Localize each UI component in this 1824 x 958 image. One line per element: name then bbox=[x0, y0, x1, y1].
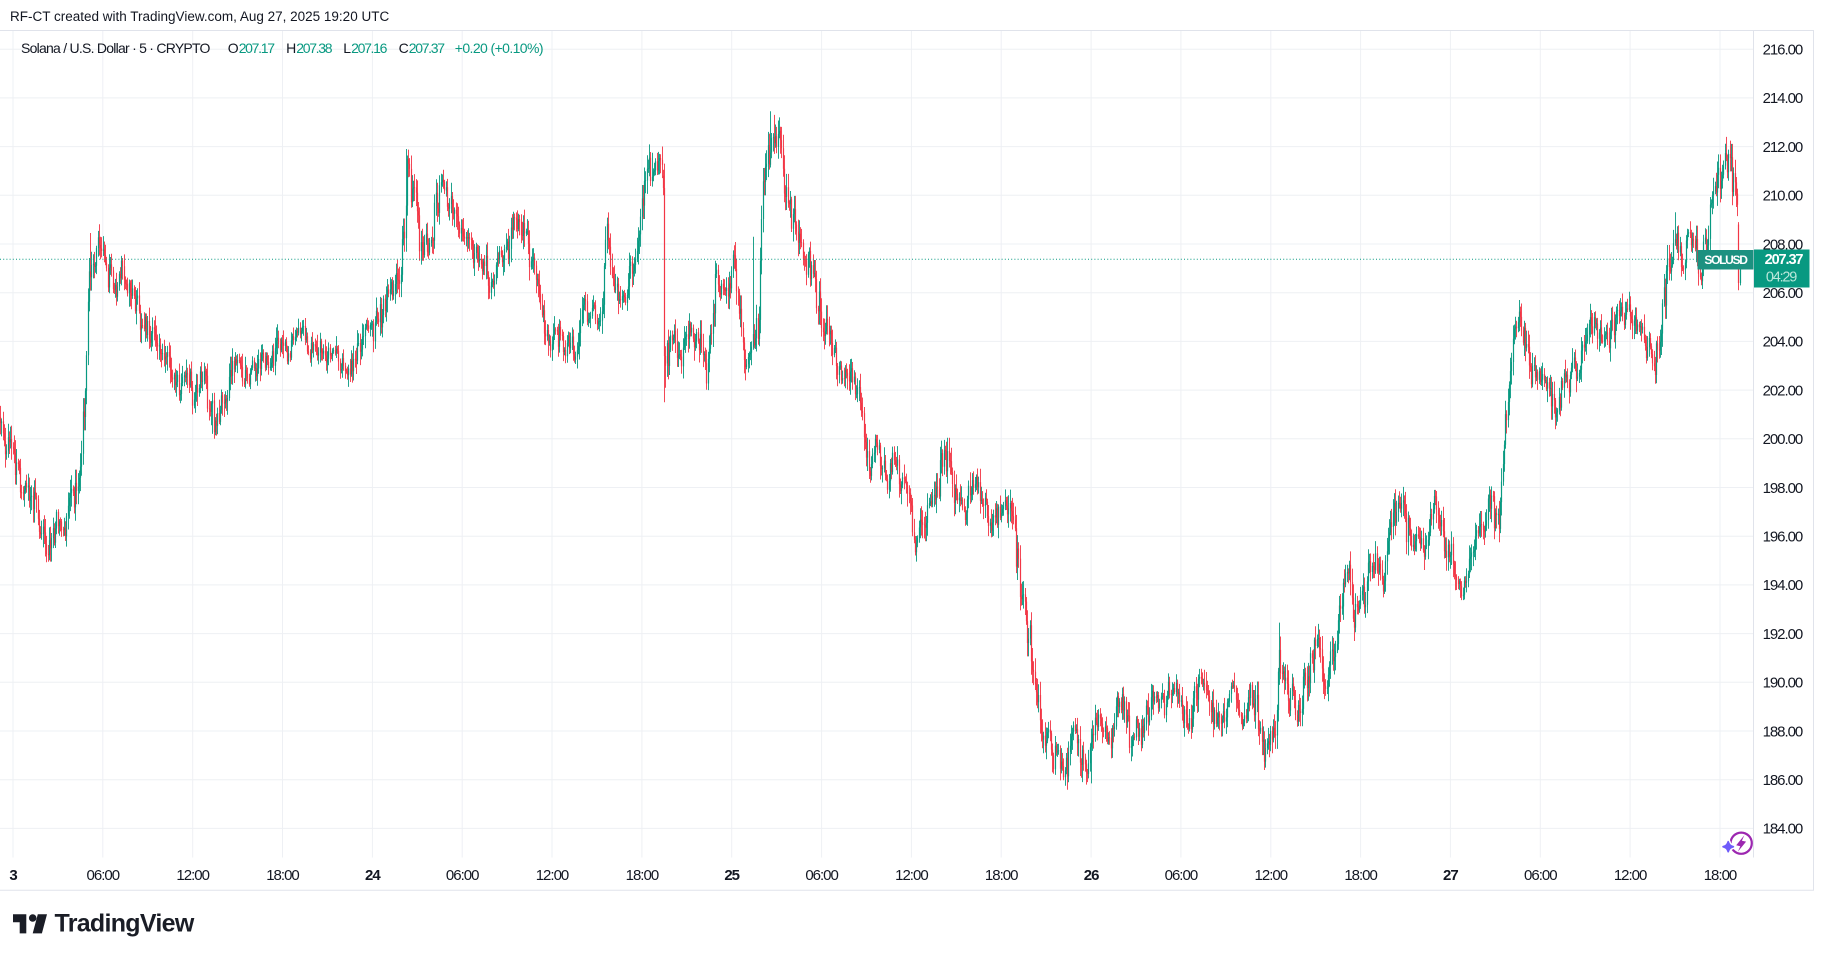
svg-text:196.00: 196.00 bbox=[1763, 529, 1803, 546]
svg-text:18:00: 18:00 bbox=[985, 867, 1018, 884]
svg-text:27: 27 bbox=[1443, 867, 1458, 884]
svg-text:18:00: 18:00 bbox=[266, 867, 299, 884]
svg-text:208.00: 208.00 bbox=[1763, 236, 1803, 253]
svg-text:216.00: 216.00 bbox=[1763, 42, 1803, 59]
svg-text:186.00: 186.00 bbox=[1763, 772, 1803, 789]
svg-text:12:00: 12:00 bbox=[895, 867, 928, 884]
svg-text:SOLUSD: SOLUSD bbox=[1704, 253, 1748, 267]
svg-text:184.00: 184.00 bbox=[1763, 821, 1803, 838]
svg-text:212.00: 212.00 bbox=[1763, 139, 1803, 156]
svg-text:202.00: 202.00 bbox=[1763, 382, 1803, 399]
svg-text:194.00: 194.00 bbox=[1763, 577, 1803, 594]
svg-text:204.00: 204.00 bbox=[1763, 334, 1803, 351]
svg-text:06:00: 06:00 bbox=[805, 867, 838, 884]
svg-text:206.00: 206.00 bbox=[1763, 285, 1803, 302]
svg-text:210.00: 210.00 bbox=[1763, 188, 1803, 205]
svg-text:12:00: 12:00 bbox=[536, 867, 569, 884]
svg-text:06:00: 06:00 bbox=[87, 867, 120, 884]
svg-text:12:00: 12:00 bbox=[1614, 867, 1647, 884]
svg-text:18:00: 18:00 bbox=[1344, 867, 1377, 884]
svg-text:06:00: 06:00 bbox=[1524, 867, 1557, 884]
svg-text:04:29: 04:29 bbox=[1766, 269, 1797, 285]
svg-text:TradingView: TradingView bbox=[55, 910, 195, 938]
svg-text:18:00: 18:00 bbox=[626, 867, 659, 884]
svg-text:25: 25 bbox=[724, 867, 739, 884]
svg-text:18:00: 18:00 bbox=[1704, 867, 1737, 884]
svg-text:12:00: 12:00 bbox=[176, 867, 209, 884]
svg-text:06:00: 06:00 bbox=[1165, 867, 1198, 884]
svg-text:06:00: 06:00 bbox=[446, 867, 479, 884]
svg-text:198.00: 198.00 bbox=[1763, 480, 1803, 497]
svg-text:207.37: 207.37 bbox=[1765, 252, 1804, 268]
svg-text:192.00: 192.00 bbox=[1763, 626, 1803, 643]
svg-text:26: 26 bbox=[1084, 867, 1099, 884]
svg-text:190.00: 190.00 bbox=[1763, 675, 1803, 692]
svg-text:188.00: 188.00 bbox=[1763, 723, 1803, 740]
svg-text:24: 24 bbox=[365, 867, 381, 884]
svg-text:3: 3 bbox=[9, 867, 17, 884]
svg-text:12:00: 12:00 bbox=[1255, 867, 1288, 884]
svg-text:200.00: 200.00 bbox=[1763, 431, 1803, 448]
svg-text:214.00: 214.00 bbox=[1763, 90, 1803, 107]
